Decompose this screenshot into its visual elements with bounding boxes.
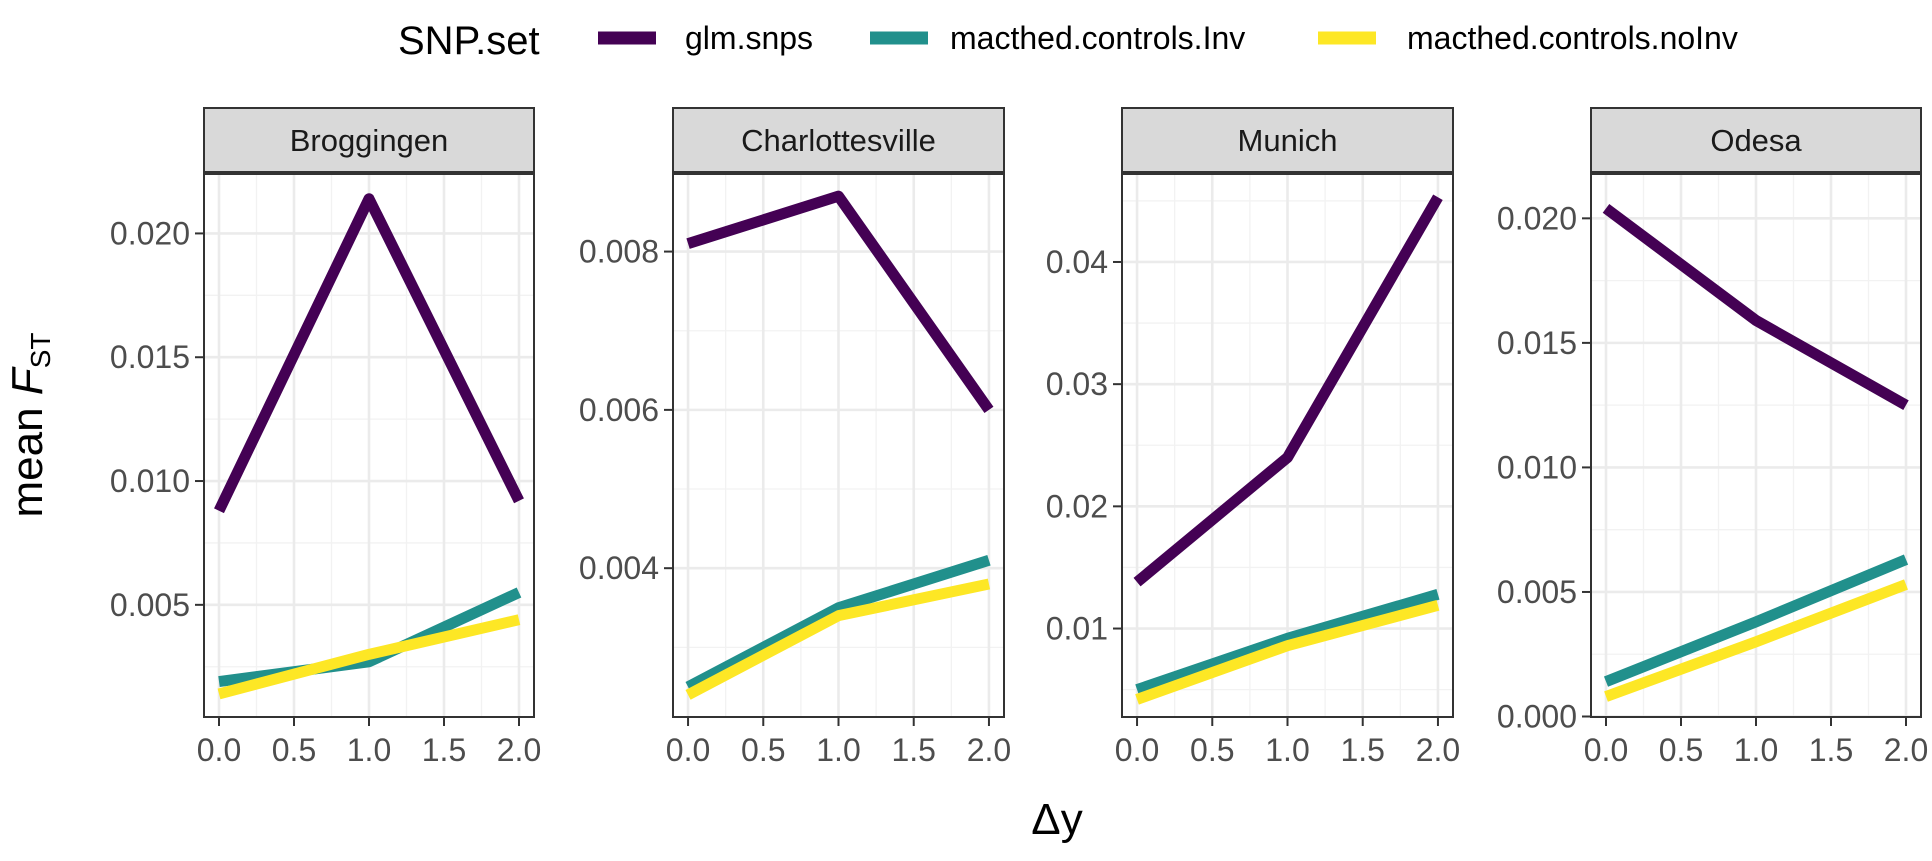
y-tick-label: 0.010 xyxy=(1497,449,1577,485)
legend-title: SNP.set xyxy=(398,19,540,63)
x-tick-label: 0.0 xyxy=(1115,732,1159,768)
series-line-macthed-controls-Inv xyxy=(1135,589,1440,695)
y-tick-label: 0.015 xyxy=(110,339,190,375)
series-line-glm-snps xyxy=(1602,203,1909,410)
y-axis-title: mean FST xyxy=(3,333,56,518)
panel-title: Odesa xyxy=(1710,123,1802,158)
x-tick-label: 1.0 xyxy=(1734,732,1778,768)
x-tick-label: 0.5 xyxy=(1659,732,1703,768)
series-line-macthed-controls-noInv xyxy=(1604,579,1908,702)
y-axis-title-subscript: ST xyxy=(25,333,56,369)
x-axis-title: Δy xyxy=(1031,795,1082,844)
x-tick-label: 0.5 xyxy=(1190,732,1234,768)
series-line-macthed-controls-noInv xyxy=(217,614,521,700)
series-line-macthed-controls-noInv xyxy=(1135,600,1440,705)
x-tick-label: 1.0 xyxy=(816,732,860,768)
x-tick-label: 0.0 xyxy=(1584,732,1628,768)
series-line-glm-snps xyxy=(1133,194,1443,587)
series-line-glm-snps xyxy=(214,193,524,514)
panel-strip xyxy=(203,107,535,173)
x-tick-label: 2.0 xyxy=(967,732,1011,768)
panel-strip xyxy=(1121,107,1454,173)
x-tick-label: 2.0 xyxy=(497,732,541,768)
panel-title: Charlottesville xyxy=(741,123,936,158)
y-tick-label: 0.005 xyxy=(110,587,190,623)
series-line-macthed-controls-Inv xyxy=(685,555,991,692)
x-tick-label: 2.0 xyxy=(1416,732,1460,768)
panel-title: Broggingen xyxy=(290,123,449,158)
x-tick-label: 0.0 xyxy=(666,732,710,768)
legend-label-macthed-controls-noInv: macthed.controls.noInv xyxy=(1407,20,1738,56)
y-tick-label: 0.04 xyxy=(1046,244,1108,280)
y-axis-title-text: mean FST xyxy=(3,333,56,518)
panel-charlottesville: Charlottesville 0.0 0.5 1.0 1.5 2.0 0.004 0.006… xyxy=(579,107,1011,768)
x-tick-label: 0.5 xyxy=(741,732,785,768)
panel-title: Munich xyxy=(1238,123,1338,158)
x-tick-label: 2.0 xyxy=(1884,732,1928,768)
series-line-glm-snps xyxy=(686,190,994,414)
x-tick-label: 1.5 xyxy=(422,732,466,768)
y-tick-label: 0.004 xyxy=(579,550,659,586)
x-tick-label: 1.5 xyxy=(1340,732,1384,768)
y-tick-label: 0.000 xyxy=(1497,699,1577,735)
y-axis-title-italic: F xyxy=(3,366,52,395)
y-tick-label: 0.005 xyxy=(1497,574,1577,610)
panel-munich: Munich 0.0 0.5 1.0 1.5 2.0 0.01 0.02 0.03 0.04 xyxy=(1046,107,1460,768)
x-tick-label: 1.0 xyxy=(347,732,391,768)
y-tick-label: 0.008 xyxy=(579,234,659,270)
series-line-macthed-controls-Inv xyxy=(218,587,522,688)
legend-label-macthed-controls-Inv: macthed.controls.Inv xyxy=(950,20,1245,56)
x-tick-label: 1.5 xyxy=(1809,732,1853,768)
series-line-macthed-controls-noInv xyxy=(685,578,991,700)
legend-label-glm-snps: glm.snps xyxy=(685,20,813,56)
y-axis-title-main: mean xyxy=(3,395,52,517)
y-tick-label: 0.020 xyxy=(1497,200,1577,236)
y-tick-label: 0.015 xyxy=(1497,325,1577,361)
legend: SNP.set glm.snps macthed.controls.Inv mact… xyxy=(398,19,1738,63)
panel-strip xyxy=(672,107,1005,173)
y-tick-label: 0.006 xyxy=(579,392,659,428)
y-tick-label: 0.010 xyxy=(110,463,190,499)
panel-broggingen: Broggingen 0.0 0.5 1.0 1.5 2.0 0.005 0.010 0.015… xyxy=(110,107,541,768)
y-tick-label: 0.03 xyxy=(1046,366,1108,402)
x-tick-label: 0.0 xyxy=(197,732,241,768)
x-tick-label: 0.5 xyxy=(272,732,316,768)
y-tick-label: 0.01 xyxy=(1046,611,1108,647)
series-line-macthed-controls-Inv xyxy=(1603,554,1909,687)
y-tick-label: 0.020 xyxy=(110,215,190,251)
panel-strip xyxy=(1590,107,1922,173)
panels: Broggingen 0.0 0.5 1.0 1.5 2.0 0.005 0.010 0.015… xyxy=(110,107,1928,768)
panel-odesa: Odesa 0.0 0.5 1.0 1.5 2.0 0.000 0.005 0.010 0.015… xyxy=(1497,107,1928,768)
x-tick-label: 1.0 xyxy=(1265,732,1309,768)
y-tick-label: 0.02 xyxy=(1046,488,1108,524)
x-tick-label: 1.5 xyxy=(891,732,935,768)
